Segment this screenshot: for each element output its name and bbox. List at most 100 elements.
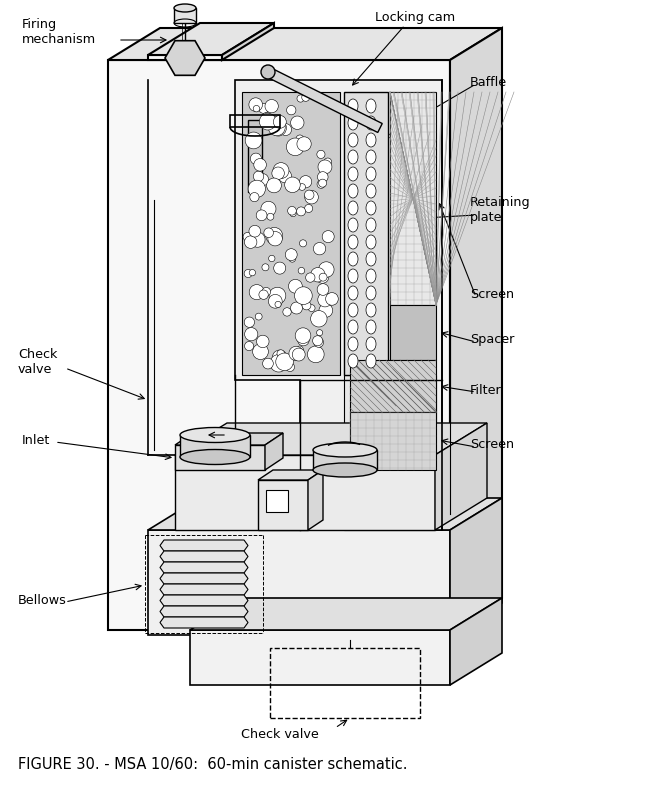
Circle shape (274, 262, 286, 274)
Circle shape (322, 231, 334, 243)
Circle shape (317, 283, 329, 295)
Circle shape (289, 256, 296, 262)
Circle shape (300, 176, 311, 188)
Polygon shape (175, 433, 283, 445)
Polygon shape (165, 41, 205, 75)
Bar (242, 92, 340, 375)
Circle shape (249, 269, 255, 276)
Circle shape (274, 115, 286, 128)
Text: Screen: Screen (470, 439, 514, 451)
Polygon shape (160, 617, 248, 628)
Ellipse shape (348, 337, 358, 351)
Circle shape (285, 363, 295, 371)
Circle shape (273, 162, 289, 179)
Circle shape (295, 287, 312, 305)
Circle shape (317, 172, 328, 182)
Circle shape (261, 201, 276, 217)
Ellipse shape (348, 269, 358, 283)
Circle shape (262, 287, 270, 296)
Circle shape (319, 273, 327, 281)
Ellipse shape (366, 286, 376, 300)
Ellipse shape (348, 167, 358, 181)
Circle shape (287, 138, 304, 155)
Circle shape (317, 330, 323, 336)
Polygon shape (450, 498, 502, 635)
Circle shape (285, 177, 300, 192)
Circle shape (269, 287, 286, 304)
Ellipse shape (348, 116, 358, 130)
Bar (174, 8, 196, 23)
Circle shape (302, 93, 310, 101)
Circle shape (296, 135, 304, 143)
Circle shape (319, 261, 334, 277)
Circle shape (268, 119, 285, 136)
Circle shape (295, 328, 311, 344)
Circle shape (253, 171, 264, 181)
Circle shape (254, 159, 266, 171)
Polygon shape (160, 606, 248, 617)
Circle shape (267, 214, 274, 220)
Text: Filter: Filter (470, 384, 502, 396)
Circle shape (276, 353, 293, 371)
Circle shape (257, 335, 269, 348)
Bar (266, 490, 288, 512)
Circle shape (245, 327, 258, 341)
Circle shape (278, 170, 291, 183)
Ellipse shape (348, 150, 358, 164)
Ellipse shape (366, 133, 376, 147)
Circle shape (297, 95, 304, 102)
Circle shape (317, 180, 325, 188)
Circle shape (316, 271, 329, 283)
Text: Firing
mechanism: Firing mechanism (22, 18, 96, 46)
Circle shape (296, 207, 306, 216)
Circle shape (319, 179, 326, 187)
Ellipse shape (366, 184, 376, 198)
Circle shape (266, 228, 283, 244)
Polygon shape (148, 530, 450, 635)
Circle shape (244, 317, 255, 327)
Circle shape (272, 350, 287, 365)
Polygon shape (265, 433, 283, 470)
Polygon shape (160, 595, 248, 606)
Circle shape (297, 137, 311, 151)
Circle shape (253, 344, 268, 360)
Circle shape (259, 104, 268, 113)
Bar (390, 305, 436, 360)
Polygon shape (308, 470, 323, 530)
Bar (270, 648, 420, 718)
Ellipse shape (366, 252, 376, 266)
Ellipse shape (366, 337, 376, 351)
Text: Screen: Screen (470, 289, 514, 301)
Bar (180, 435, 250, 457)
Ellipse shape (348, 252, 358, 266)
Circle shape (319, 304, 332, 317)
Polygon shape (175, 423, 487, 455)
Ellipse shape (348, 286, 358, 300)
Polygon shape (108, 28, 502, 60)
Polygon shape (160, 551, 248, 562)
Circle shape (268, 294, 282, 309)
Circle shape (317, 150, 325, 159)
Circle shape (308, 346, 324, 363)
Circle shape (257, 173, 268, 186)
Polygon shape (175, 455, 435, 530)
Polygon shape (160, 562, 248, 573)
Circle shape (244, 341, 253, 351)
Polygon shape (266, 68, 382, 133)
Circle shape (250, 153, 261, 164)
Bar (313, 450, 377, 470)
Polygon shape (175, 445, 265, 470)
Circle shape (249, 285, 264, 300)
Circle shape (244, 269, 252, 278)
Circle shape (261, 65, 275, 79)
Circle shape (291, 116, 304, 130)
Circle shape (272, 167, 284, 180)
Circle shape (313, 243, 326, 255)
Circle shape (298, 334, 310, 346)
Polygon shape (108, 60, 450, 630)
Polygon shape (160, 584, 248, 595)
Circle shape (289, 346, 303, 360)
Circle shape (253, 105, 260, 112)
Circle shape (318, 160, 332, 174)
Circle shape (322, 265, 332, 275)
